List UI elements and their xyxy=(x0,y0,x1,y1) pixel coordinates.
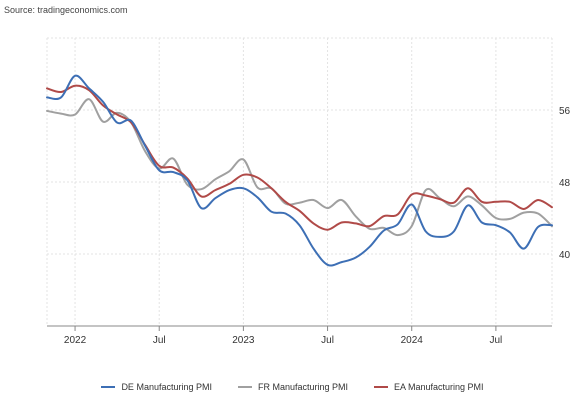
legend: DE Manufacturing PMI FR Manufacturing PMI… xyxy=(0,382,585,392)
de-manufacturing-pmi-line xyxy=(46,74,553,267)
legend-label: FR Manufacturing PMI xyxy=(257,382,349,392)
y-tick-label: 56 xyxy=(559,106,571,117)
x-tick-label: Jul xyxy=(489,335,502,346)
legend-swatch xyxy=(237,386,252,388)
x-tick-label: Jul xyxy=(321,335,334,346)
legend-item-de-manufacturing-pmi[interactable]: DE Manufacturing PMI xyxy=(101,382,212,392)
ea-manufacturing-pmi-line xyxy=(46,84,553,231)
series-lines xyxy=(46,74,553,267)
legend-swatch xyxy=(101,386,116,388)
x-tick-label: 2024 xyxy=(401,335,424,346)
legend-label: EA Manufacturing PMI xyxy=(394,382,484,392)
x-tick-label: 2023 xyxy=(232,335,255,346)
legend-label: DE Manufacturing PMI xyxy=(121,382,212,392)
y-tick-label: 48 xyxy=(559,178,571,189)
legend-item-fr-manufacturing-pmi[interactable]: FR Manufacturing PMI xyxy=(237,382,349,392)
axes: 56 48 40 2022 Jul 2023 Jul 2024 Jul xyxy=(47,106,571,346)
y-tick-label: 40 xyxy=(559,250,571,261)
legend-item-ea-manufacturing-pmi[interactable]: EA Manufacturing PMI xyxy=(374,382,484,392)
grid-lines xyxy=(46,37,553,326)
x-tick-label: 2022 xyxy=(64,335,87,346)
source-label: Source: tradingeconomics.com xyxy=(4,5,128,15)
x-tick-label: Jul xyxy=(153,335,166,346)
legend-swatch xyxy=(374,386,389,388)
